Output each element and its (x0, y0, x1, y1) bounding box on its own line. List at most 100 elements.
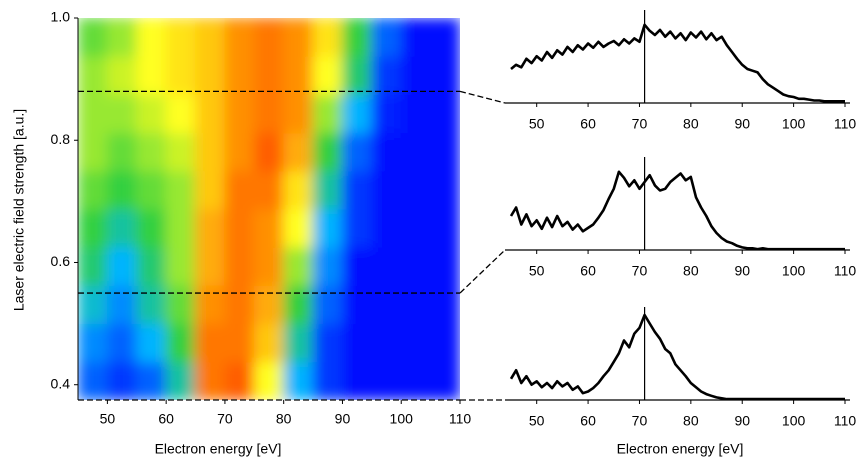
x-tick-label: 70 (632, 263, 648, 279)
heat-cell (195, 246, 226, 286)
heat-cell (106, 208, 138, 248)
heat-cell (312, 18, 343, 57)
x-tick-label: 110 (834, 263, 857, 279)
heat-cell (253, 208, 285, 248)
x-tick-label: 100 (782, 263, 806, 279)
heat-cell (195, 132, 226, 172)
heat-cell (341, 361, 373, 400)
heat-cell (400, 18, 432, 57)
heat-cell (430, 55, 460, 95)
heat-cell (195, 93, 226, 134)
heat-cell (341, 284, 373, 325)
x-tick-label: 60 (580, 263, 596, 279)
heat-cell (400, 55, 432, 95)
y-tick-label: 0.4 (51, 375, 71, 391)
x-tick-label: 50 (529, 116, 545, 132)
heat-cell (136, 361, 167, 400)
heat-cell (371, 246, 402, 286)
heat-cell (430, 170, 460, 210)
x-tick-label: 110 (834, 413, 857, 429)
heat-cell (253, 246, 285, 286)
heat-cell (78, 208, 108, 248)
profile-line (509, 170, 845, 251)
heat-cell (195, 208, 226, 248)
x-tick-label: 80 (683, 116, 699, 132)
heat-cell (165, 18, 197, 57)
x-tick-label: 110 (449, 411, 472, 427)
heat-cell (253, 170, 285, 210)
y-axis-label: Laser electric field strength [a.u.] (11, 109, 27, 311)
heat-cell (400, 93, 432, 134)
heat-cell (312, 55, 343, 95)
heat-cell (136, 93, 167, 134)
heat-cell (253, 323, 285, 363)
heat-cell (341, 170, 373, 210)
heat-cell (165, 93, 197, 134)
x-tick-label: 60 (158, 411, 174, 427)
heat-cell (283, 323, 314, 363)
x-tick-label: 110 (834, 116, 857, 132)
heat-cell (312, 323, 343, 363)
heat-cell (283, 132, 314, 172)
heat-cell (106, 170, 138, 210)
x-tick-label: 100 (390, 411, 414, 427)
x-tick-label: 80 (276, 411, 292, 427)
heat-cell (165, 361, 197, 400)
heat-cell (106, 323, 138, 363)
cut-connector (459, 249, 506, 294)
heat-cell (78, 132, 108, 172)
heat-cell (78, 284, 108, 325)
heat-cell (106, 246, 138, 286)
heat-cell (136, 323, 167, 363)
x-tick-label: 90 (734, 413, 750, 429)
heat-cell (430, 284, 460, 325)
heat-cell (165, 132, 197, 172)
x-tick-label: 70 (217, 411, 233, 427)
heat-cell (78, 170, 108, 210)
heat-cell (224, 361, 255, 400)
heat-cell (106, 93, 138, 134)
heat-cell (78, 93, 108, 134)
heat-cell (400, 246, 432, 286)
heat-cell (224, 93, 255, 134)
heat-cell (430, 246, 460, 286)
heat-cell (78, 18, 108, 57)
heat-cell (400, 208, 432, 248)
heat-cell (106, 361, 138, 400)
heat-cell (136, 132, 167, 172)
x-tick-label: 50 (100, 411, 116, 427)
heat-cell (106, 55, 138, 95)
x-tick-label: 60 (580, 116, 596, 132)
heat-cell (224, 18, 255, 57)
heat-cell (253, 93, 285, 134)
heat-cell (78, 361, 108, 400)
heatmap (78, 18, 460, 400)
heat-cell (400, 361, 432, 400)
heat-cell (106, 18, 138, 57)
heat-cell (312, 170, 343, 210)
heat-cell (165, 323, 197, 363)
heat-cell (195, 361, 226, 400)
x-tick-label: 60 (580, 413, 596, 429)
heat-cell (371, 208, 402, 248)
heat-cell (224, 284, 255, 325)
heat-cell (341, 18, 373, 57)
heat-cell (341, 208, 373, 248)
x-tick-label: 70 (632, 116, 648, 132)
heat-cell (283, 55, 314, 95)
heat-cell (78, 246, 108, 286)
heat-cell (283, 284, 314, 325)
x-tick-label: 100 (782, 116, 806, 132)
heat-cell (224, 170, 255, 210)
heat-cell (165, 55, 197, 95)
heat-cell (312, 284, 343, 325)
heat-cell (136, 246, 167, 286)
heat-cell (400, 284, 432, 325)
heat-cell (136, 284, 167, 325)
heat-cell (165, 284, 197, 325)
heat-cell (78, 55, 108, 95)
heat-cell (430, 93, 460, 134)
x-axis-label: Electron energy [eV] (155, 441, 282, 457)
heat-cell (341, 246, 373, 286)
